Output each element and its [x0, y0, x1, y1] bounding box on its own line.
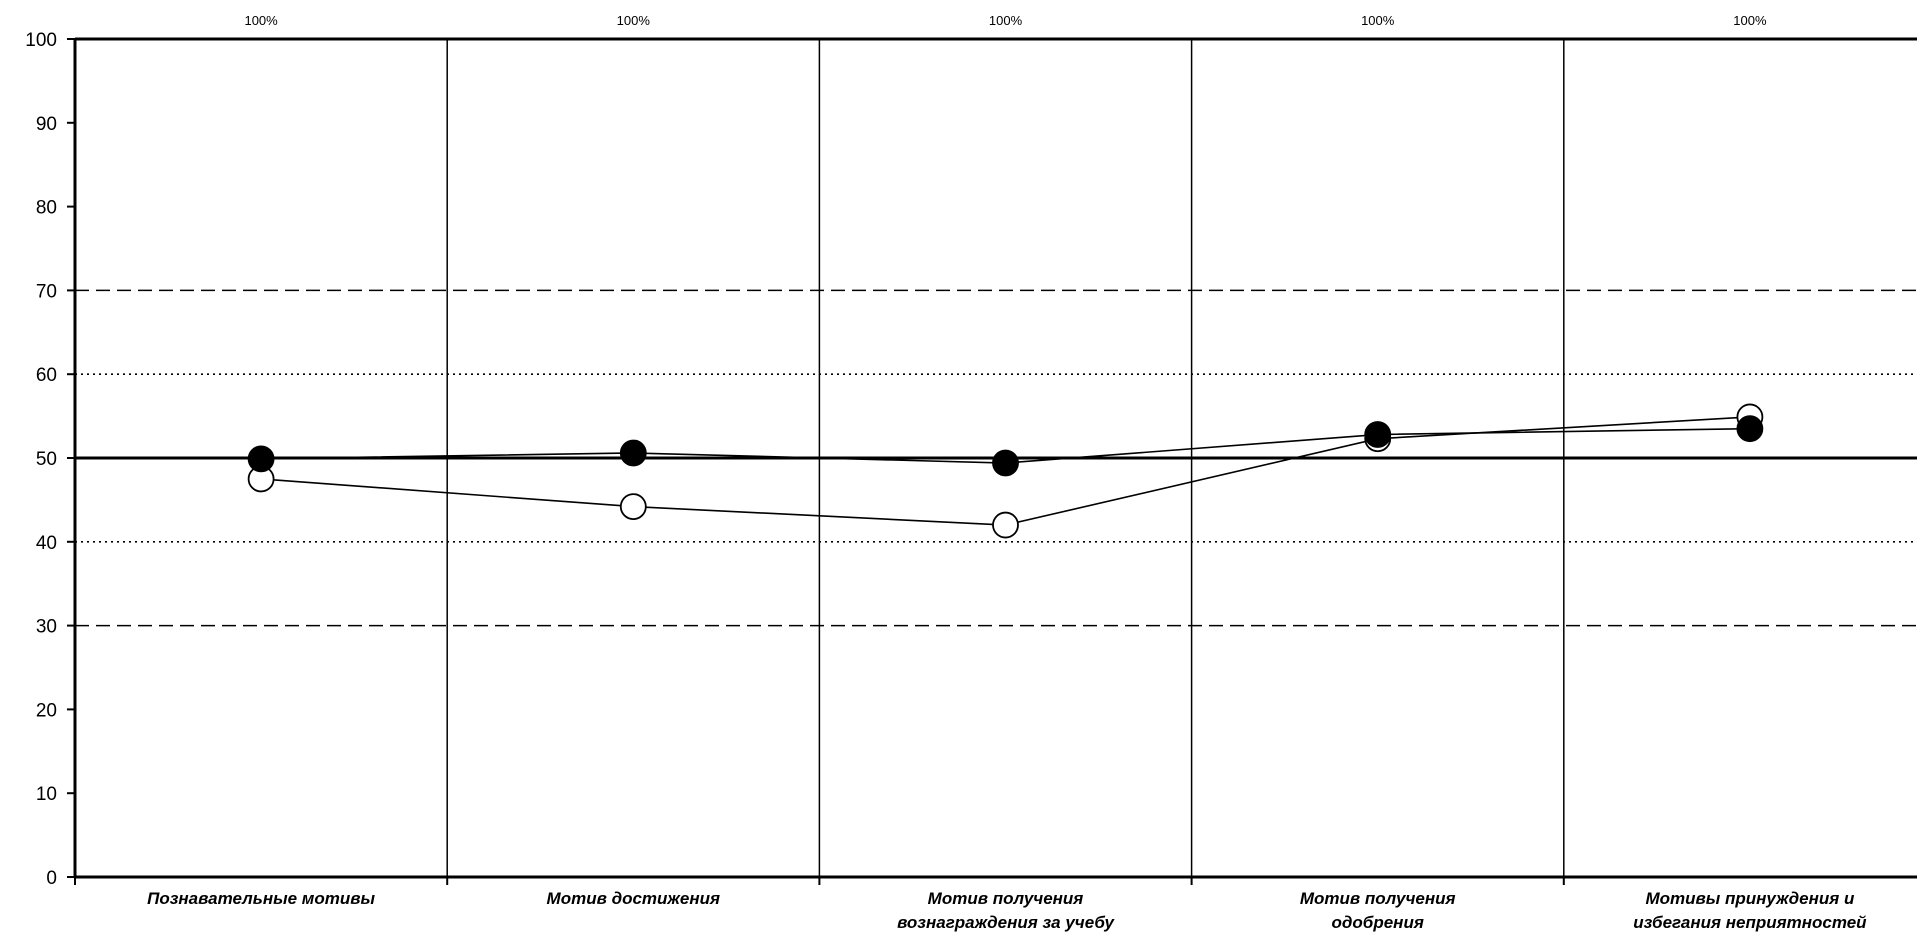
- y-tick-label: 80: [36, 198, 57, 219]
- category-label: Мотивы принуждения и: [1645, 889, 1855, 908]
- filled-circle-marker: [992, 449, 1019, 477]
- category-label: вознаграждения за учебу: [897, 913, 1115, 932]
- y-tick-label: 40: [36, 533, 57, 554]
- y-tick-label: 100: [25, 30, 57, 51]
- y-tick-label: 10: [36, 784, 57, 805]
- filled-circle-marker: [1736, 415, 1764, 443]
- y-tick-label: 90: [36, 114, 57, 135]
- category-label: Мотив получения: [928, 889, 1084, 908]
- category-label: избегания неприятностей: [1633, 913, 1867, 932]
- y-tick-label: 50: [36, 449, 57, 470]
- y-tick-label: 0: [46, 868, 57, 889]
- y-tick-label: 70: [36, 281, 57, 302]
- category-label: Познавательные мотивы: [147, 889, 375, 908]
- chart-series: [247, 403, 1764, 539]
- open-circle-marker: [992, 511, 1019, 539]
- open-circle-marker: [619, 493, 647, 521]
- top-percent-label: 100%: [617, 13, 651, 28]
- chart-labels: 0 10 20 30 40 50 60 70 80 90 100 100% 100% 100% 100% 10…: [25, 13, 1867, 932]
- category-label: одобрения: [1332, 913, 1424, 932]
- filled-circle-marker: [1364, 421, 1392, 448]
- filled-circle-marker: [247, 445, 275, 473]
- filled-circle-marker: [619, 439, 647, 467]
- y-tick-label: 30: [36, 617, 57, 638]
- top-percent-label: 100%: [1361, 13, 1395, 28]
- y-tick-label: 60: [36, 365, 57, 386]
- y-tick-label: 20: [36, 700, 57, 721]
- category-label: Мотив получения: [1300, 889, 1456, 908]
- category-label: Мотив достижения: [547, 889, 721, 908]
- top-percent-label: 100%: [244, 13, 278, 28]
- top-percent-label: 100%: [989, 13, 1023, 28]
- top-percent-label: 100%: [1733, 13, 1767, 28]
